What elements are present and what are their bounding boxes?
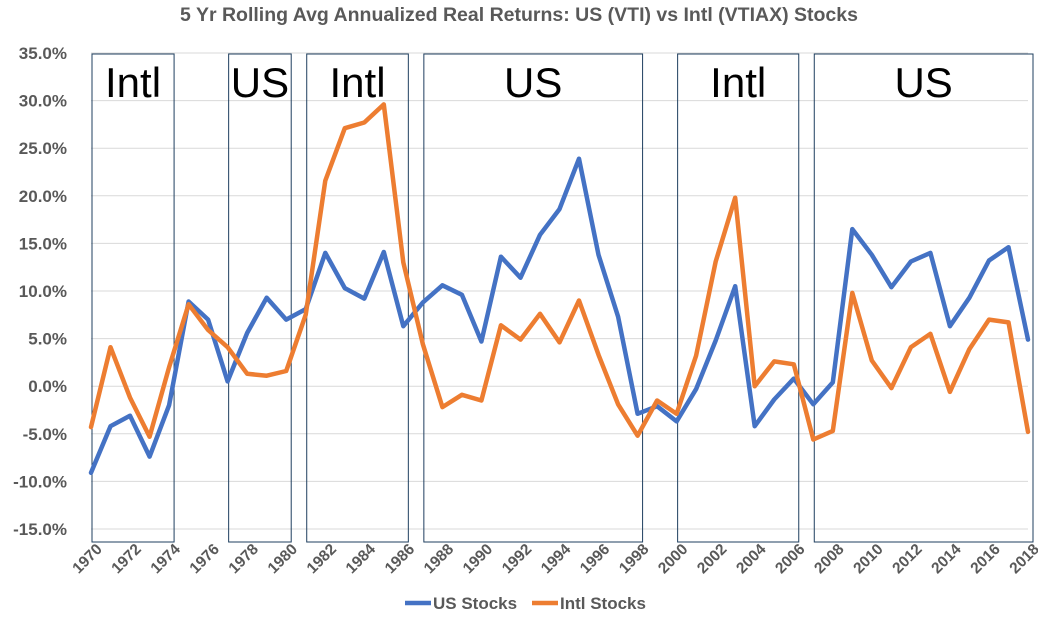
x-tick-label: 1970 <box>69 541 105 577</box>
x-tick-label: 1972 <box>108 541 144 577</box>
y-tick-label: -5.0% <box>23 425 67 444</box>
region-box <box>306 53 409 543</box>
grid-lines <box>91 52 1028 530</box>
y-tick-label: 30.0% <box>19 92 67 111</box>
x-axis-ticks: 1970 1972 1974 1976 1978 1980 1982 1984 1986 1988… <box>69 541 1038 578</box>
region-label: Intl <box>710 59 766 106</box>
region-label: US <box>894 59 952 106</box>
x-tick-label: 1976 <box>187 541 224 578</box>
region-label: US <box>231 59 289 106</box>
region-box <box>423 53 644 543</box>
y-tick-label: 5.0% <box>28 330 67 349</box>
x-tick-label: 1978 <box>226 541 263 578</box>
x-tick-label: 2014 <box>928 541 965 578</box>
x-tick-label: 2004 <box>733 541 770 578</box>
x-tick-label: 1996 <box>577 541 614 578</box>
x-tick-label: 1998 <box>616 541 653 578</box>
x-tick-label: 1986 <box>382 541 419 578</box>
x-tick-label: 2012 <box>889 541 925 577</box>
y-axis-ticks: 35.0% 30.0% 25.0% 20.0% 15.0% 10.0% 5.0% 0.0% -5… <box>13 44 67 539</box>
x-tick-label: 1990 <box>460 541 496 577</box>
region-box <box>677 53 800 543</box>
region-box <box>813 53 1034 543</box>
y-tick-label: -15.0% <box>13 520 67 539</box>
x-tick-label: 1980 <box>265 541 301 577</box>
x-tick-label: 2016 <box>967 541 1004 578</box>
y-tick-label: -10.0% <box>13 472 67 491</box>
legend: US Stocks Intl Stocks <box>405 594 646 613</box>
y-tick-label: 10.0% <box>19 282 67 301</box>
intl-stocks-line <box>88 102 1031 442</box>
x-tick-label: 1984 <box>343 541 380 578</box>
region-label: Intl <box>330 59 386 106</box>
series-lines <box>88 102 1031 476</box>
y-tick-label: 25.0% <box>19 139 67 158</box>
x-tick-label: 1992 <box>499 541 535 577</box>
region-boxes: Intl US Intl US Intl US <box>91 53 1034 543</box>
y-tick-label: 15.0% <box>19 234 67 253</box>
x-tick-label: 2002 <box>694 541 730 577</box>
x-tick-label: 1974 <box>148 541 185 578</box>
region-box <box>91 53 175 543</box>
legend-label: Intl Stocks <box>560 594 646 613</box>
y-tick-label: 20.0% <box>19 187 67 206</box>
x-tick-label: 1994 <box>538 541 575 578</box>
region-box <box>228 53 292 543</box>
region-label: Intl <box>105 59 161 106</box>
us-stocks-line <box>88 156 1031 476</box>
x-tick-label: 2018 <box>1006 541 1038 578</box>
x-tick-label: 2010 <box>850 541 886 577</box>
y-tick-label: 0.0% <box>28 377 67 396</box>
x-tick-label: 1982 <box>304 541 340 577</box>
x-tick-label: 2006 <box>772 541 809 578</box>
region-label: US <box>504 59 562 106</box>
chart-title: 5 Yr Rolling Avg Annualized Real Returns… <box>180 4 858 26</box>
x-tick-label: 1988 <box>421 541 458 578</box>
x-tick-label: 2008 <box>811 541 848 578</box>
legend-label: US Stocks <box>433 594 517 613</box>
y-tick-label: 35.0% <box>19 44 67 63</box>
x-tick-label: 2000 <box>655 541 691 577</box>
